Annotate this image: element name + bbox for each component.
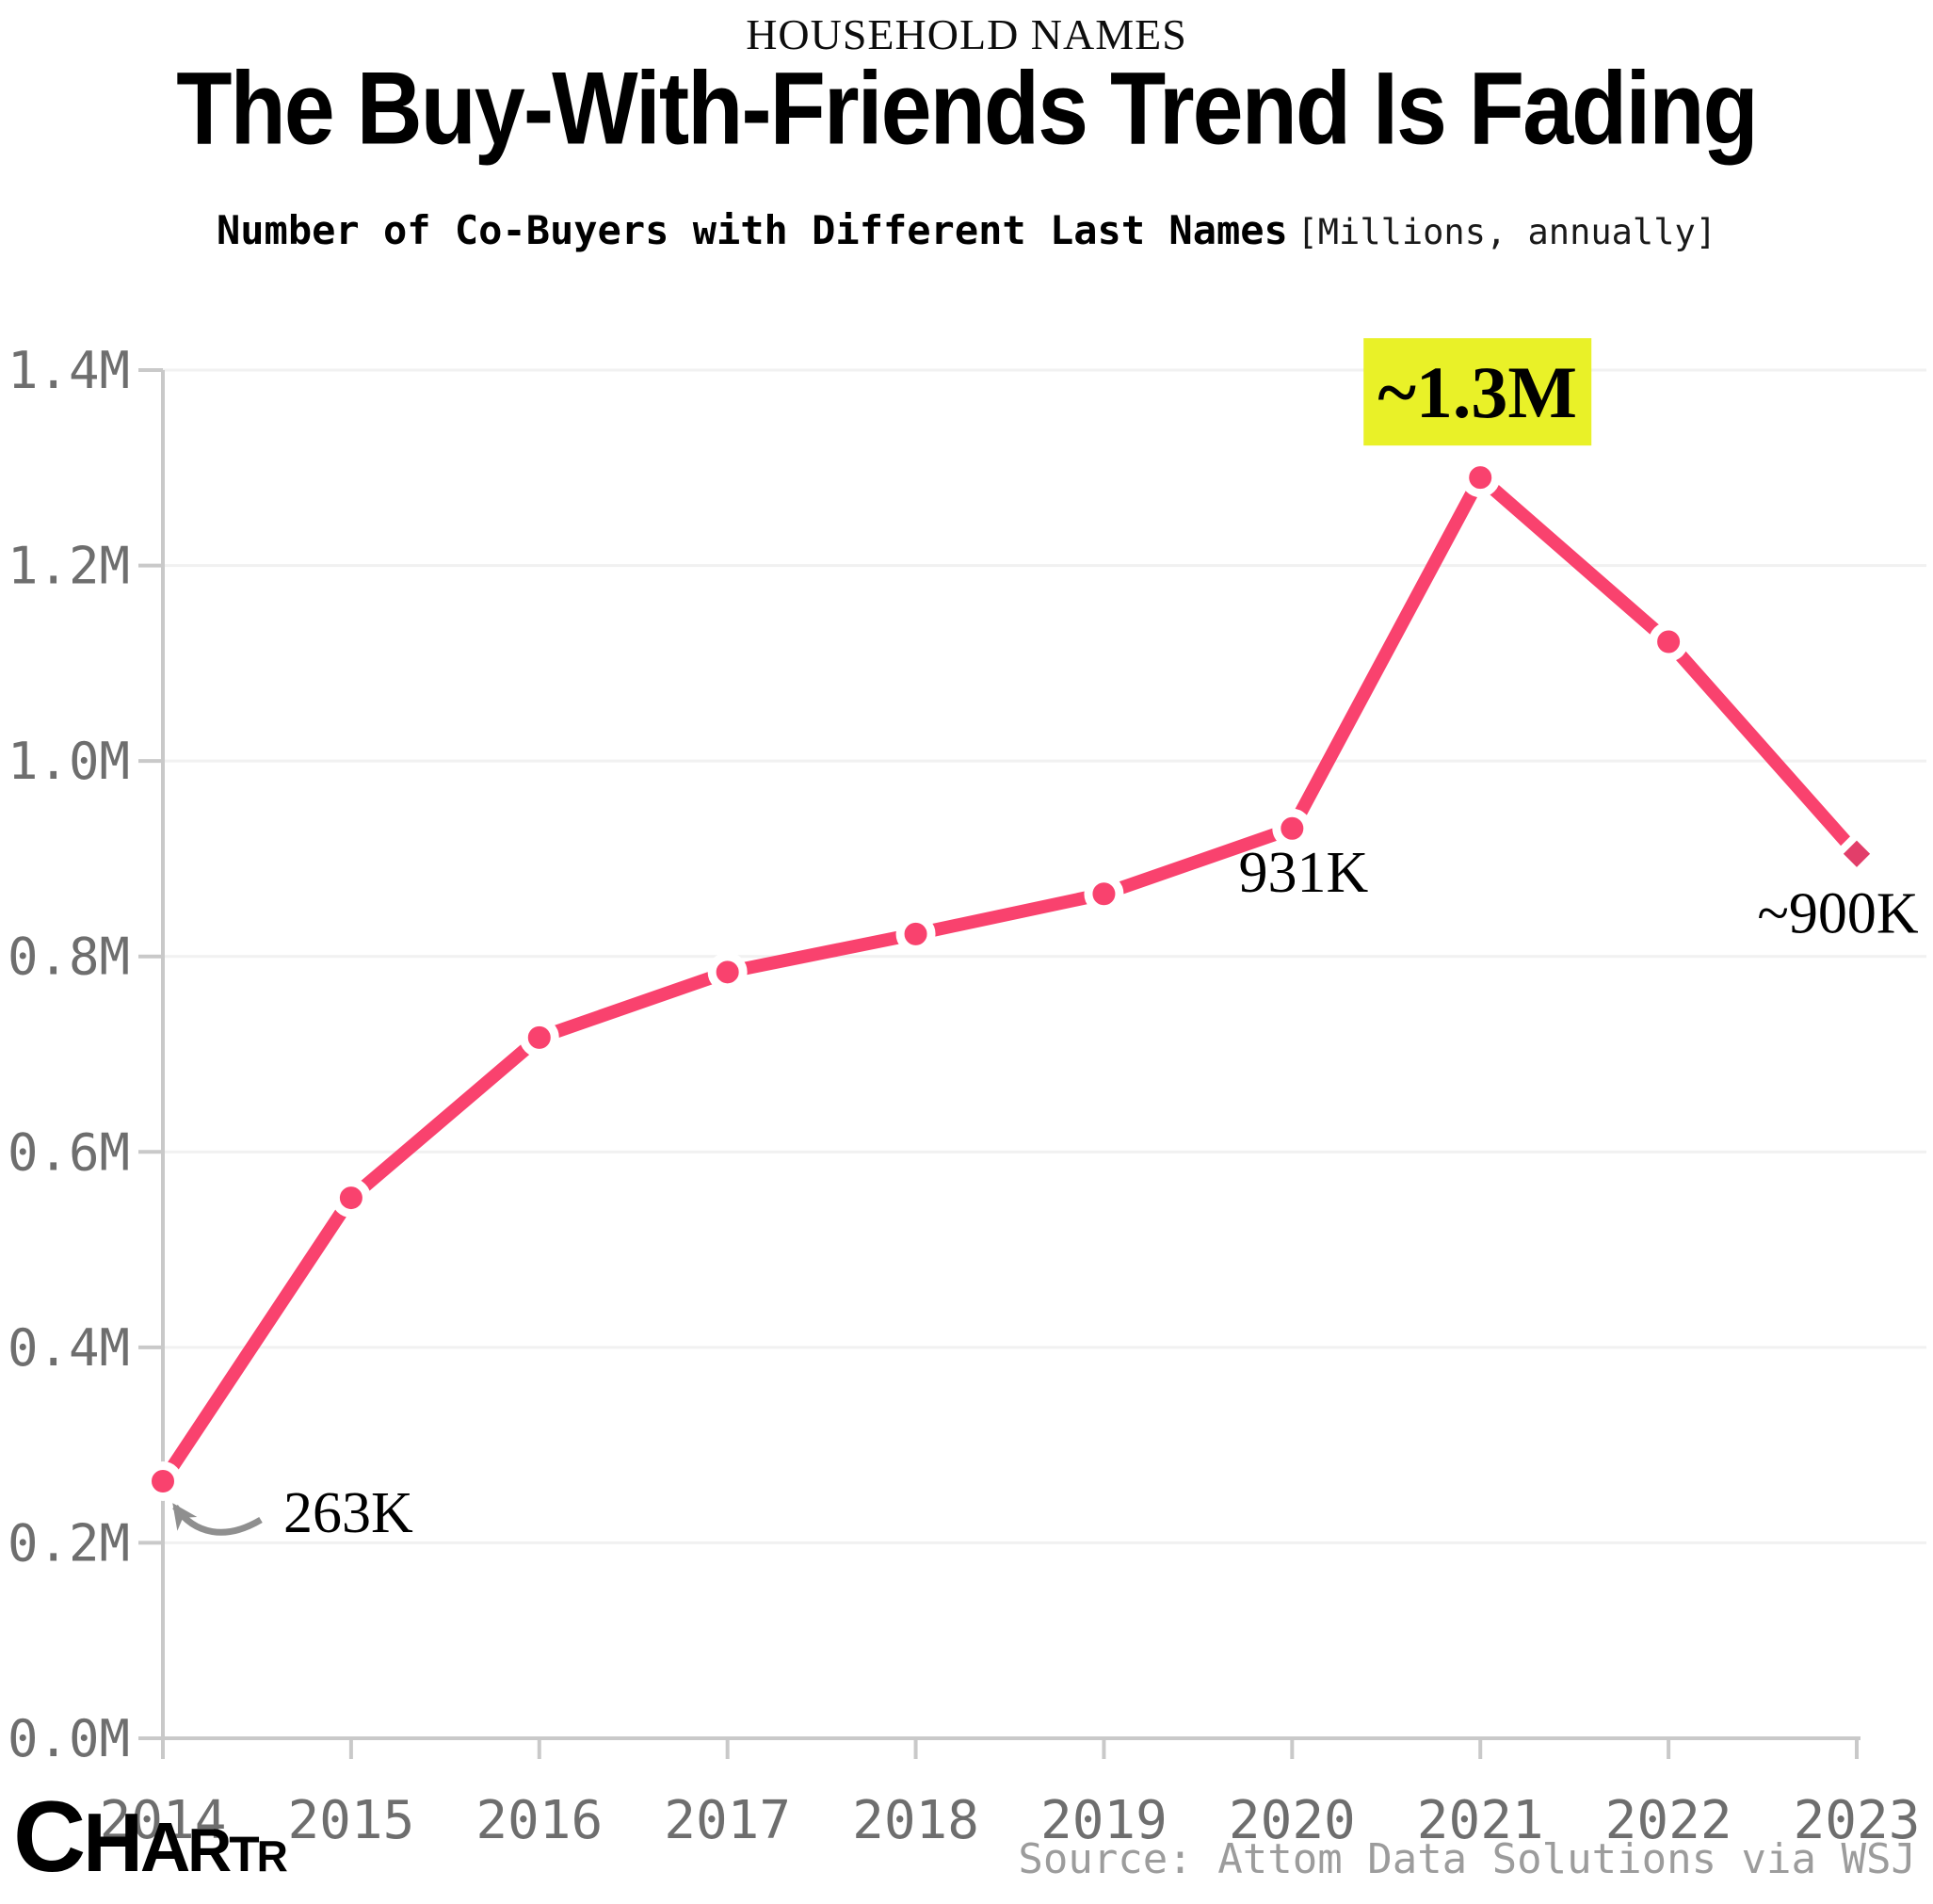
point-marker xyxy=(895,913,936,954)
y-tick-label: 1.0M xyxy=(8,732,130,791)
x-tick-label: 2017 xyxy=(664,1790,791,1851)
x-tick-label: 2014 xyxy=(100,1790,227,1851)
logo-letter: A xyxy=(139,1808,190,1886)
point-marker xyxy=(1272,808,1313,848)
end-point-diamond-marker xyxy=(1832,830,1881,879)
point-marker xyxy=(1649,621,1689,662)
point-marker xyxy=(1084,874,1124,914)
x-tick-label: 2021 xyxy=(1417,1790,1544,1851)
annotation-label: 263K xyxy=(283,1481,413,1545)
y-tick-label: 0.6M xyxy=(8,1122,130,1182)
x-tick-label: 2018 xyxy=(852,1790,979,1851)
point-marker xyxy=(519,1017,559,1057)
y-tick-label: 0.4M xyxy=(8,1318,130,1378)
logo-letter: R xyxy=(256,1831,288,1880)
point-marker xyxy=(330,1178,371,1218)
point-marker xyxy=(707,952,748,992)
y-tick-label: 0.0M xyxy=(8,1709,130,1768)
x-tick-label: 2020 xyxy=(1229,1790,1356,1851)
series-line xyxy=(156,471,1863,1489)
y-tick-label: 0.8M xyxy=(8,928,130,987)
subtitle-text: Number of Co-Buyers with Different Last … xyxy=(216,207,1288,253)
chart-subtitle: Number of Co-Buyers with Different Last … xyxy=(0,207,1933,253)
logo-letter: R xyxy=(187,1815,232,1884)
x-tick-label: 2015 xyxy=(287,1790,414,1851)
annotation-label: ~900K xyxy=(1757,882,1919,946)
annotation-arrow xyxy=(172,1503,263,1536)
annotation-highlight-box xyxy=(1363,338,1592,446)
kicker: HOUSEHOLD NAMES xyxy=(746,10,1187,58)
y-tick-label: 0.2M xyxy=(8,1513,130,1573)
logo-letter: T xyxy=(229,1827,259,1882)
x-tick-label: 2019 xyxy=(1040,1790,1168,1851)
point-marker xyxy=(1460,458,1501,498)
y-tick-label: 1.4M xyxy=(8,341,130,400)
subtitle-unit-text: [Millions, annually] xyxy=(1297,212,1717,252)
annotation-label: 931K xyxy=(1238,841,1368,905)
point-marker xyxy=(143,1461,183,1502)
logo-letter: H xyxy=(83,1796,143,1889)
x-tick-label: 2016 xyxy=(475,1790,603,1851)
chart-title: The Buy-With-Friends Trend Is Fading xyxy=(176,50,1759,167)
y-tick-label: 1.2M xyxy=(8,537,130,596)
annotation-label-highlighted: ~1.3M xyxy=(1377,351,1577,433)
x-tick-label: 2022 xyxy=(1605,1790,1732,1851)
source-credit: Source: Attom Data Solutions via WSJ xyxy=(1018,1835,1916,1883)
x-tick-label: 2023 xyxy=(1794,1790,1921,1851)
logo-letter: C xyxy=(13,1780,86,1893)
